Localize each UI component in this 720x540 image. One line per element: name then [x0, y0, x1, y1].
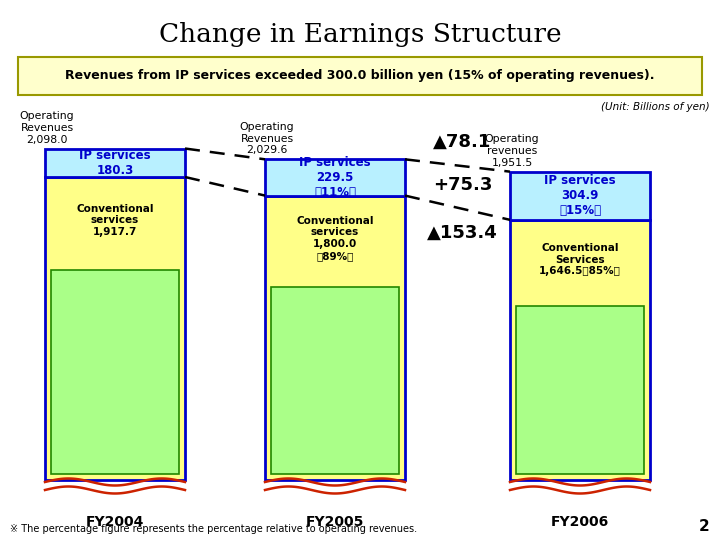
Bar	[45, 148, 185, 177]
Text: Operating
revenues
1,951.5: Operating revenues 1,951.5	[485, 134, 539, 167]
Bar	[510, 172, 650, 220]
Bar	[516, 306, 644, 474]
Text: Operating
Revenues
2,098.0: Operating Revenues 2,098.0	[19, 111, 74, 145]
Bar	[271, 287, 399, 474]
Text: IP services
304.9
（15%）: IP services 304.9 （15%）	[544, 174, 616, 217]
Text: Change in Earnings Structure: Change in Earnings Structure	[158, 22, 562, 47]
Bar	[510, 220, 650, 480]
Text: Conventional
Services
1,646.5（85%）: Conventional Services 1,646.5（85%）	[539, 243, 621, 276]
Text: FY2005: FY2005	[306, 515, 364, 529]
Text: FY2004: FY2004	[86, 515, 144, 529]
Text: ※ The percentage figure represents the percentage relative to operating revenues: ※ The percentage figure represents the p…	[10, 524, 417, 534]
Bar	[265, 195, 405, 480]
Bar	[51, 269, 179, 474]
Text: Operating
Revenues
2,029.6: Operating Revenues 2,029.6	[240, 122, 294, 156]
Text: +75.3: +75.3	[433, 176, 492, 193]
Text: FY2006: FY2006	[551, 515, 609, 529]
Text: （of which）
Voice transmission
(excluding IP
services)
1,140.0
（58%）: （of which） Voice transmission (excluding…	[541, 380, 619, 441]
Text: ▲78.1: ▲78.1	[433, 132, 492, 151]
Text: Conventional
services
1,917.7: Conventional services 1,917.7	[76, 204, 154, 237]
Text: (Unit: Billions of yen): (Unit: Billions of yen)	[601, 102, 710, 112]
Text: （of which）
Voice transmission
(excluding IP
services)
1,259.5
（62%）: （of which） Voice transmission (excluding…	[296, 373, 374, 434]
Bar	[18, 57, 702, 95]
Text: IP services
229.5
（11%）: IP services 229.5 （11%）	[300, 156, 371, 199]
Text: Conventional
services
1,800.0
（89%）: Conventional services 1,800.0 （89%）	[296, 216, 374, 261]
Text: ▲153.4: ▲153.4	[427, 224, 498, 242]
Text: Revenues from IP services exceeded 300.0 billion yen (15% of operating revenues): Revenues from IP services exceeded 300.0…	[66, 70, 654, 83]
Bar	[265, 159, 405, 195]
Text: IP services
180.3: IP services 180.3	[79, 148, 150, 177]
Text: （of which）
Voice transmission
(excluding IP
services)
1,369.1: （of which） Voice transmission (excluding…	[76, 371, 154, 422]
Text: 2: 2	[699, 519, 710, 534]
Bar	[45, 177, 185, 480]
